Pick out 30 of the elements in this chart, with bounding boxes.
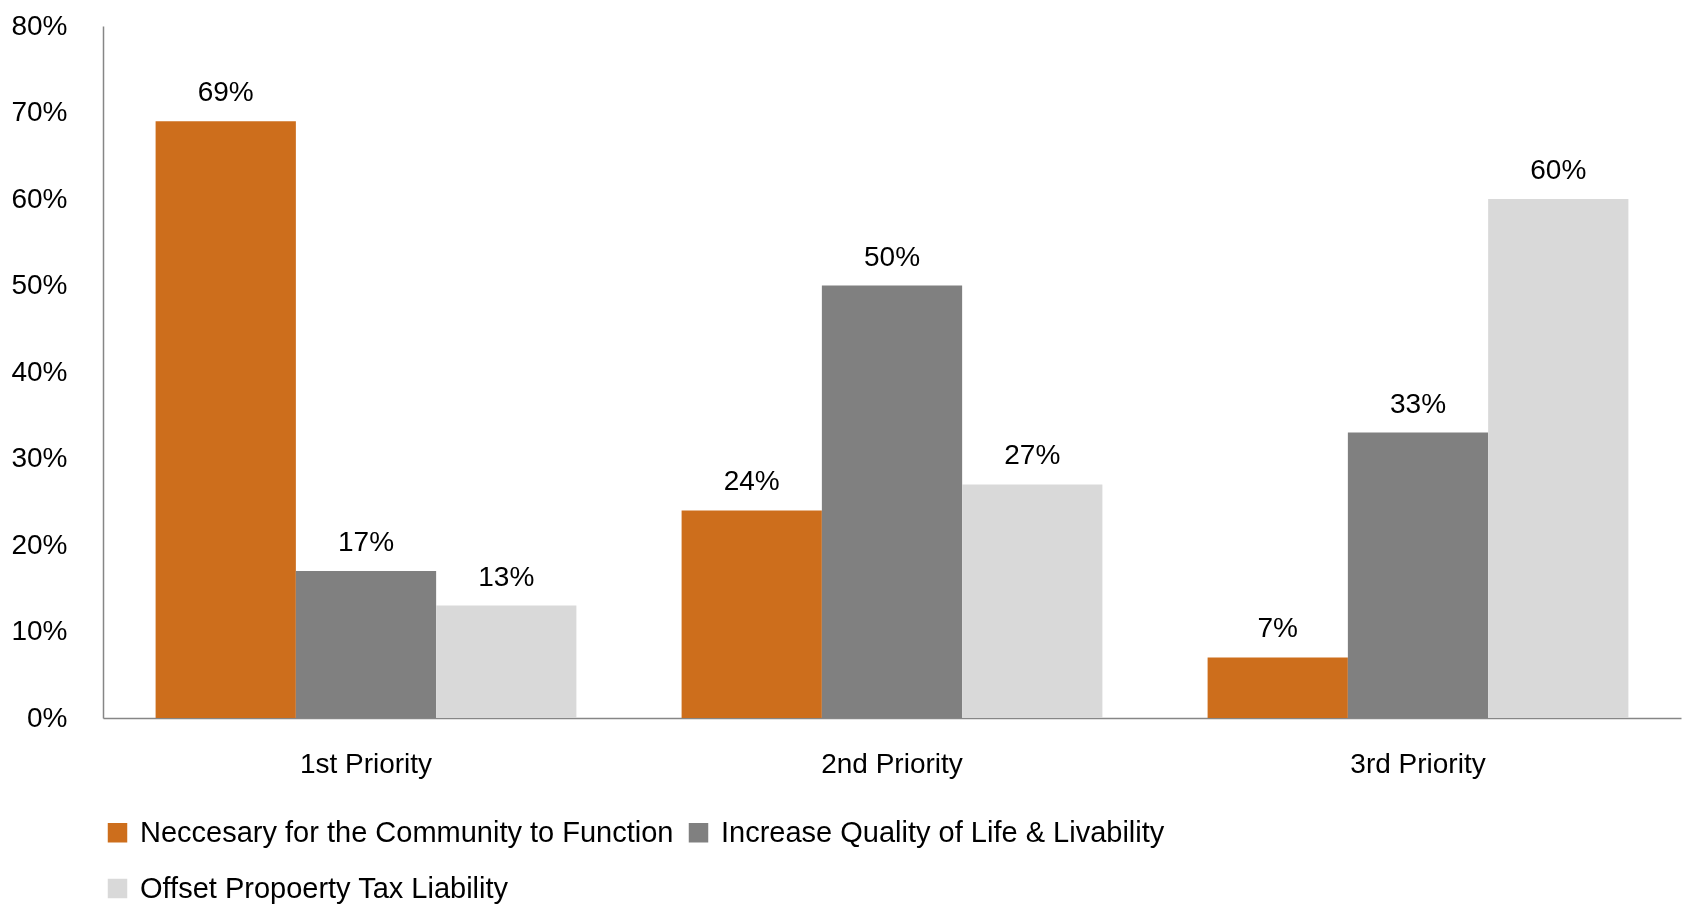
x-tick-label: 1st Priority [299, 747, 433, 779]
data-label: 13% [478, 560, 535, 592]
data-label: 17% [337, 525, 395, 557]
y-tick-label: 60% [11, 182, 68, 214]
y-tick-label: 0% [27, 701, 68, 733]
bar [155, 121, 296, 718]
y-tick-label: 70% [11, 96, 68, 127]
data-label: 7% [1257, 612, 1298, 644]
bar [436, 605, 577, 718]
data-label: 69% [197, 76, 254, 108]
x-tick-label: 2nd Priority [821, 747, 963, 779]
bar [681, 510, 822, 718]
y-tick-label: 20% [11, 528, 68, 560]
legend-label: Neccesary for the Community to Function [140, 815, 674, 848]
data-label: 24% [723, 465, 780, 497]
y-tick-label: 80% [11, 9, 68, 41]
data-label: 50% [863, 240, 921, 272]
data-label: 33% [1389, 387, 1447, 419]
legend-label: Increase Quality of Life & Livability [721, 815, 1165, 848]
data-label: 60% [1530, 154, 1587, 185]
data-label: 27% [1004, 439, 1061, 471]
legend-label: Offset Propoerty Tax Liability [140, 871, 509, 904]
y-tick-label: 40% [11, 355, 68, 387]
bar [1488, 199, 1629, 718]
y-tick-label: 50% [11, 269, 68, 300]
y-tick-label: 10% [11, 615, 68, 646]
y-tick-label: 30% [11, 442, 68, 473]
bar [1207, 657, 1348, 718]
x-tick-label: 3rd Priority [1350, 747, 1486, 779]
bar [962, 484, 1103, 718]
